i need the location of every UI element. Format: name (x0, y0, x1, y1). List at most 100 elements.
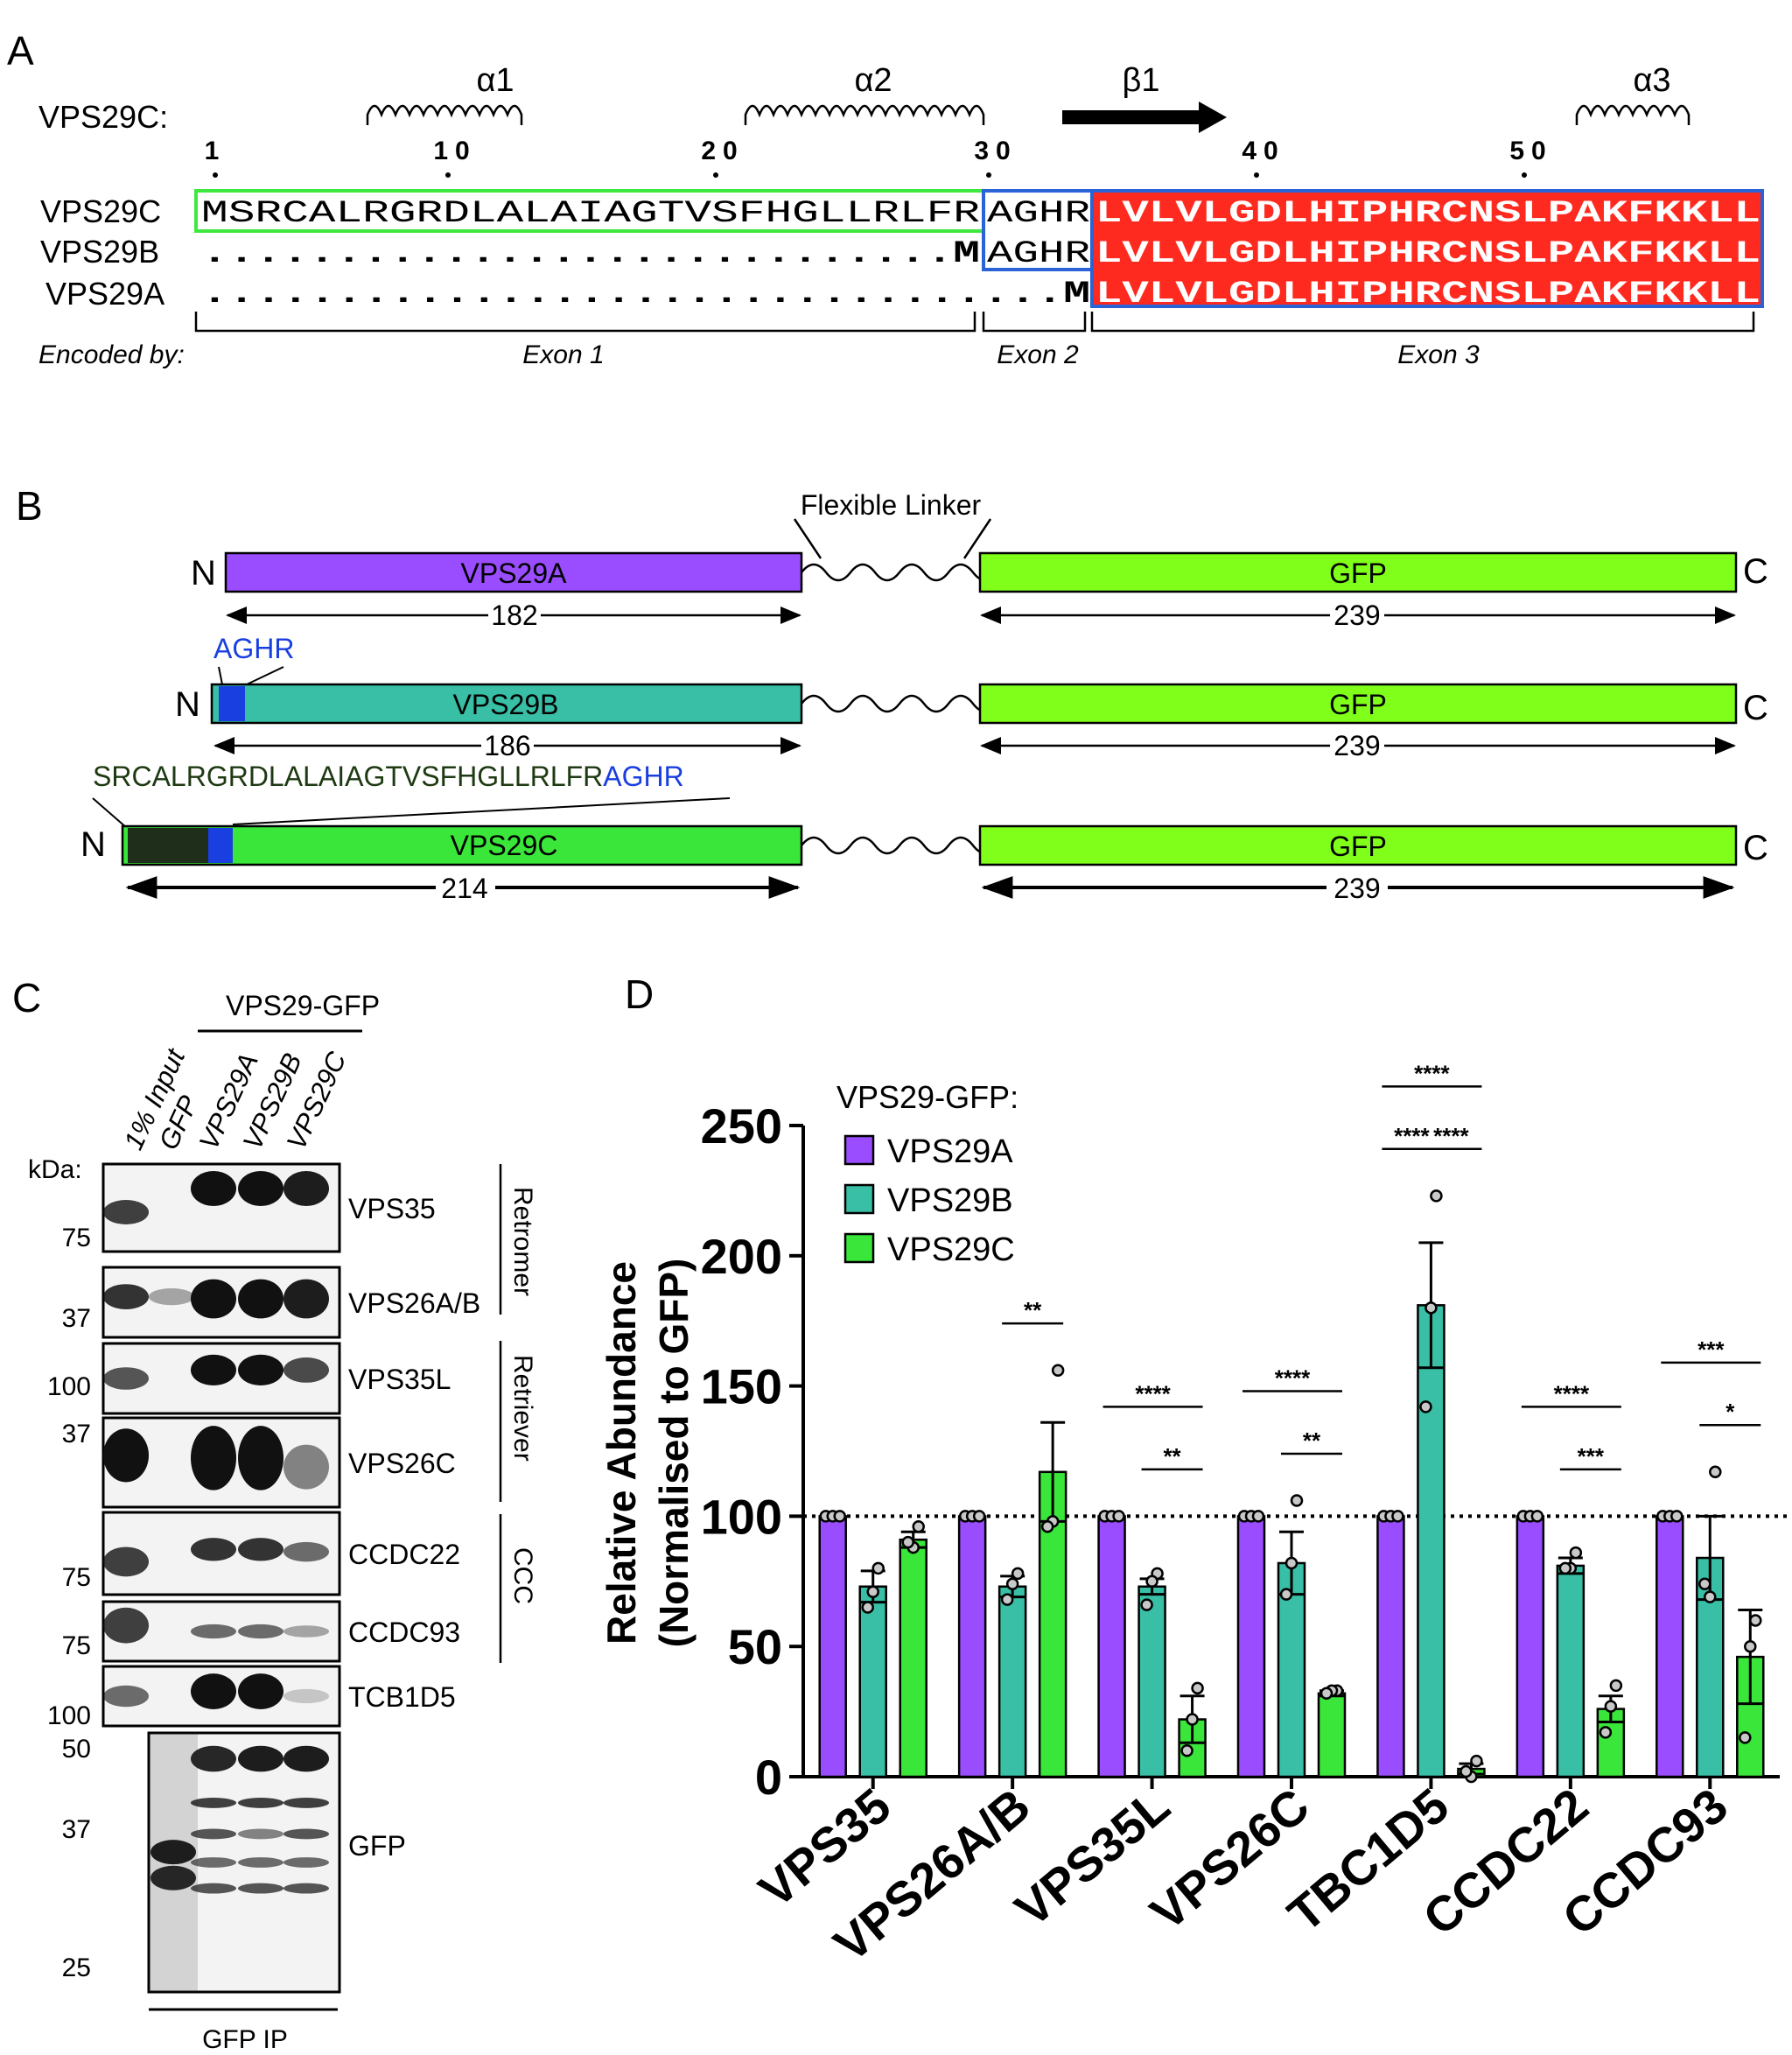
significance-label: **** (1433, 1123, 1469, 1149)
linker-pointer-left (793, 518, 822, 559)
blot-band (191, 1426, 236, 1490)
blot-band (191, 1828, 236, 1840)
complex-retromer-label: Retromer (508, 1187, 537, 1296)
construct-c-gfp-length: 239 (1334, 873, 1380, 904)
construct-a-gfp-domain (978, 551, 1738, 593)
residue-position-1: 1 (205, 137, 227, 165)
construct-a-n-terminus: N (191, 554, 216, 593)
data-point (872, 1561, 885, 1575)
helix-alpha2-icon (744, 104, 985, 125)
y-tick-label: 100 (701, 1489, 782, 1544)
helix-alpha1-icon (366, 104, 523, 125)
residue-positions: 1 10 20 30 40 50 (205, 137, 1546, 178)
blot-kda-marker: 37 (62, 1815, 91, 1844)
blot-band (191, 1673, 236, 1709)
data-point (1599, 1726, 1613, 1739)
construct-c-linker (801, 836, 998, 855)
significance-label: ** (1163, 1443, 1181, 1469)
significance-label: **** (1394, 1123, 1430, 1149)
data-point (1744, 1639, 1757, 1653)
data-point (866, 1585, 879, 1598)
data-point (1180, 1743, 1194, 1757)
bar-vps29a (1656, 1515, 1684, 1778)
blot-band (191, 1279, 236, 1319)
construct-c-n-terminus: N (80, 825, 106, 864)
construct-c-n-extension (128, 828, 208, 863)
blot-band (284, 1883, 329, 1894)
blot-band (238, 1798, 284, 1808)
blot-kda-marker: 37 (62, 1304, 91, 1333)
panel-a-label: A (7, 28, 34, 74)
blot-band (284, 1857, 329, 1868)
blot-kda-marker: 37 (62, 1420, 91, 1448)
construct-b-agh-motif (219, 686, 245, 721)
blot-kda-marker: 50 (62, 1735, 91, 1764)
blot-band (284, 1798, 329, 1808)
significance-label: ** (1303, 1427, 1321, 1454)
blot-band (284, 1279, 329, 1319)
construct-a-c-terminus: C (1743, 552, 1768, 591)
bar-vps29c (1736, 1655, 1765, 1778)
data-point (1145, 1575, 1158, 1589)
exon3-label: Exon 3 (1397, 340, 1480, 369)
data-point (912, 1520, 925, 1533)
linker-pointer-right (962, 518, 992, 559)
blot-band (238, 1673, 284, 1709)
residue-position-30: 30 (974, 137, 1017, 165)
seq-vps29b-exon3: LVLVLGDLHIPHRCNSLPAKFKKLL (1096, 236, 1760, 271)
legend-label-vps29b: VPS29B (887, 1182, 1013, 1219)
blot-band (238, 1426, 284, 1490)
construct-c-insert-sequence: SRCALRGRDLALAIAGTVSFHGLLRLFRAGHR (93, 761, 684, 792)
legend-swatch-vps29c (844, 1232, 875, 1264)
bar-vps29b (1417, 1304, 1446, 1778)
residue-position-10: 10 (433, 137, 476, 165)
blot-band (103, 1607, 149, 1644)
relative-abundance-chart: 0 50 100 150 200 250 Relative Abundance (Normal… (598, 1060, 1788, 1972)
bar-vps29a (1097, 1515, 1126, 1778)
blot-band (284, 1828, 329, 1840)
blot-band (238, 1279, 284, 1319)
data-point (861, 1601, 874, 1614)
y-axis-label-line2: (Normalised to GFP) (651, 1259, 696, 1648)
data-point (1739, 1731, 1752, 1744)
residue-position-tick (1254, 172, 1259, 178)
data-point (1290, 1494, 1304, 1507)
data-point (1709, 1465, 1722, 1479)
data-point (1430, 1189, 1443, 1203)
construct-c-insert-prefix: SRCALRGRDLALAIAGTVSFHGLLRLFR (93, 761, 603, 792)
blot-ccdc93: CCDC93 75 (62, 1600, 460, 1663)
construct-b-gfp-label: GFP (1329, 689, 1387, 720)
category-vps35: VPS35 (748, 1510, 928, 1918)
blot-vps26c: VPS26C 37 (62, 1416, 456, 1509)
panel-b: B Flexible Linker N VPS29A GFP C 182 239… (16, 483, 1768, 904)
data-point (1279, 1588, 1293, 1601)
construct-a-gfp-length: 239 (1334, 600, 1380, 631)
blot-protein-label: VPS26C (348, 1448, 456, 1479)
blot-band (191, 1354, 236, 1385)
significance-label: *** (1698, 1336, 1725, 1363)
bar-vps29c (899, 1538, 928, 1778)
blot-tcb1d5: TCB1D5 100 (47, 1665, 456, 1730)
data-point (833, 1510, 846, 1523)
blot-protein-label: TCB1D5 (348, 1681, 456, 1713)
panel-a: A VPS29C: α1 α2 β1 α3 1 10 20 30 40 50 VPS29C… (7, 28, 1764, 369)
bar-vps29b (1138, 1585, 1166, 1778)
residue-position-tick (1522, 172, 1527, 178)
blot-band (149, 1288, 194, 1306)
data-point (1704, 1590, 1717, 1603)
blot-band (150, 1865, 196, 1890)
data-point (1604, 1700, 1618, 1713)
blot-band (103, 1685, 149, 1708)
bar-vps29a (1516, 1515, 1545, 1778)
pulldown-header: VPS29-GFP (226, 990, 380, 1021)
significance-label: **** (1414, 1060, 1450, 1086)
residue-position-tick (713, 172, 718, 178)
legend-label-vps29c: VPS29C (887, 1231, 1015, 1268)
construct-b-gfp-domain (978, 683, 1738, 725)
blot-ccdc22: CCDC22 75 (62, 1511, 460, 1596)
data-point (1005, 1577, 1019, 1591)
helix-alpha2-label: α2 (854, 62, 892, 99)
significance-label: **** (1554, 1380, 1590, 1406)
blot-band (191, 1171, 236, 1206)
blot-vps35l: VPS35L 100 (47, 1342, 451, 1415)
